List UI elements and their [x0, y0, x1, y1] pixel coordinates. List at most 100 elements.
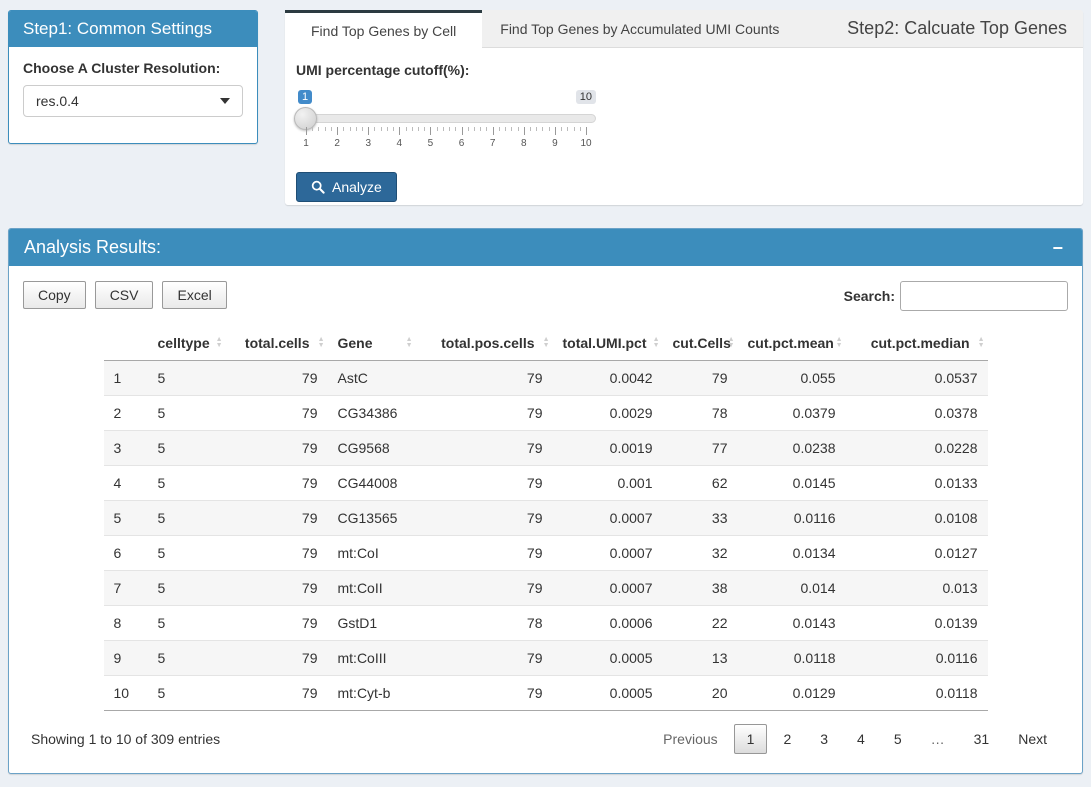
slider-minor-tick — [542, 127, 544, 131]
row-number-cell: 2 — [103, 395, 148, 431]
cell-total.pos.cells: 78 — [415, 605, 553, 641]
column-header-total.pos.cells[interactable]: total.pos.cells ▲ ▼ — [415, 326, 553, 361]
cluster-resolution-select[interactable]: res.0.4 — [23, 85, 243, 117]
cell-total.UMI.pct: 0.0005 — [552, 640, 663, 676]
excel-button[interactable]: Excel — [162, 281, 227, 309]
column-header-cut.Cells[interactable]: cut.Cells ▲ ▼ — [662, 326, 738, 361]
sort-icon[interactable]: ▲ ▼ — [977, 336, 985, 349]
pagination-next[interactable]: Next — [1018, 731, 1047, 747]
column-header-cut.pct.mean[interactable]: cut.pct.mean ▲ ▼ — [737, 326, 846, 361]
pagination-page-2[interactable]: 2 — [783, 731, 792, 747]
cell-total.pos.cells: 79 — [526, 370, 543, 386]
column-header-label: cut.pct.median — [870, 335, 970, 351]
slider-minor-tick — [536, 127, 538, 131]
pagination-page-4[interactable]: 4 — [857, 731, 865, 747]
slider-minor-tick — [324, 127, 326, 131]
cell-cut.pct.median: 0.0108 — [845, 500, 988, 536]
cell-total.cells: 79 — [225, 500, 328, 536]
slider-major-tick — [586, 127, 587, 135]
search-icon — [311, 180, 325, 194]
cell-cut.pct.mean: 0.0143 — [737, 605, 846, 641]
tab-find-top-genes-by-umi-counts[interactable]: Find Top Genes by Accumulated UMI Counts — [500, 20, 780, 37]
collapse-button[interactable]: − — [1048, 239, 1067, 257]
cell-total.cells: 79 — [225, 465, 328, 501]
column-header-total.cells[interactable]: total.cells ▲ ▼ — [225, 326, 328, 361]
sort-icon[interactable]: ▲ ▼ — [542, 336, 550, 349]
cell-celltype: 5 — [147, 640, 226, 676]
slider-minor-tick — [530, 127, 531, 131]
slider-major-tick — [337, 127, 339, 135]
umi-cutoff-slider[interactable]: 1 10 1 2 3 4 5 6 7 8 9 10 — [294, 90, 596, 154]
cell-total.UMI.pct: 0.001 — [552, 465, 663, 501]
cell-cut.pct.median: 0.0228 — [845, 430, 988, 466]
cell-celltype: 5 — [147, 500, 226, 536]
pagination-page-5[interactable]: 5 — [893, 731, 902, 747]
slider-major-tick — [399, 127, 401, 135]
cell-cut.pct.mean: 0.0129 — [737, 675, 846, 711]
slider-track[interactable] — [294, 107, 596, 130]
search-input[interactable] — [900, 281, 1068, 311]
table-row[interactable]: 8 5 79 GstD1 78 0.0006 22 0.0143 0.0139 — [103, 605, 988, 641]
cell-total.pos.cells: 79 — [415, 640, 553, 676]
cell-cut.pct.mean: 0.0118 — [737, 640, 846, 676]
table-row[interactable]: 2 5 79 CG34386 79 0.0029 78 0.0379 0.0378 — [103, 395, 988, 431]
pagination-page-3[interactable]: 3 — [820, 731, 829, 747]
slider-major-tick — [554, 127, 556, 135]
column-header-cut.pct.median[interactable]: cut.pct.median ▲ ▼ — [845, 326, 988, 361]
table-row[interactable]: 10 5 79 mt:Cyt-b 79 0.0005 20 0.0129 0.0118 — [103, 675, 988, 711]
pagination-ellipsis: … — [930, 731, 945, 747]
sort-icon[interactable]: ▲ ▼ — [727, 336, 735, 349]
slider-tick-label: 3 — [365, 138, 371, 149]
table-row[interactable]: 4 5 79 CG44008 79 0.001 62 0.0145 0.0133 — [103, 465, 988, 501]
slider-minor-tick — [349, 127, 351, 131]
slider-minor-tick — [467, 127, 469, 131]
copy-button[interactable]: Copy — [23, 281, 86, 309]
slider-grid: 1 2 3 4 5 6 7 8 9 10 — [303, 127, 592, 151]
column-header-Gene[interactable]: Gene ▲ ▼ — [327, 326, 416, 361]
slider-major-tick — [306, 127, 307, 135]
slider-handle[interactable] — [294, 107, 317, 130]
cell-total.cells: 79 — [225, 430, 328, 466]
table-row[interactable]: 1 5 79 AstC 79 0.0042 79 0.055 0.0537 — [103, 360, 988, 396]
search-label: Search: — [843, 288, 895, 304]
cell-Gene: mt:CoII — [327, 570, 416, 606]
table-row[interactable]: 6 5 79 mt:CoI 79 0.0007 32 0.0134 0.0127 — [103, 535, 988, 571]
column-header-celltype[interactable]: celltype ▲ ▼ — [147, 326, 226, 361]
csv-button[interactable]: CSV — [94, 281, 154, 309]
slider-major-tick — [492, 127, 494, 135]
sort-icon[interactable]: ▲ ▼ — [652, 336, 660, 349]
sort-icon[interactable]: ▲ ▼ — [215, 336, 223, 349]
row-number-cell: 1 — [113, 370, 122, 386]
cell-total.UMI.pct: 0.0007 — [552, 535, 663, 571]
cell-celltype: 5 — [157, 370, 166, 386]
table-row[interactable]: 7 5 79 mt:CoII 79 0.0007 38 0.014 0.013 — [103, 570, 988, 606]
pagination-previous[interactable]: Previous — [663, 731, 718, 747]
pagination-page-31[interactable]: 31 — [973, 731, 990, 747]
slider-minor-tick — [386, 127, 388, 131]
cell-cut.pct.median: 0.0127 — [845, 535, 988, 571]
sort-icon[interactable]: ▲ ▼ — [835, 336, 843, 349]
column-header-total.UMI.pct[interactable]: total.UMI.pct ▲ ▼ — [552, 326, 663, 361]
cell-cut.Cells: 62 — [662, 465, 738, 501]
table-row[interactable]: 3 5 79 CG9568 79 0.0019 77 0.0238 0.0228 — [103, 430, 988, 466]
cell-cut.pct.mean: 0.0116 — [737, 500, 846, 536]
slider-minor-tick — [511, 127, 513, 131]
results-table: celltype ▲ ▼ total.cells ▲ ▼ Gene ▲ ▼ total.pos.c… — [103, 326, 988, 711]
sort-icon[interactable]: ▲ ▼ — [317, 336, 325, 349]
cell-Gene: mt:CoIII — [327, 640, 416, 676]
slider-minor-tick — [411, 127, 413, 131]
pagination-page-1[interactable]: 1 — [733, 724, 768, 754]
row-number-cell: 7 — [103, 570, 148, 606]
cell-total.cells: 79 — [301, 370, 318, 386]
table-row[interactable]: 9 5 79 mt:CoIII 79 0.0005 13 0.0118 0.0116 — [103, 640, 988, 676]
slider-major-tick — [461, 127, 463, 135]
sort-icon[interactable]: ▲ ▼ — [405, 336, 413, 349]
analyze-button[interactable]: Analyze — [296, 172, 397, 202]
cell-Gene: CG13565 — [327, 500, 416, 536]
slider-tick-label: 9 — [552, 138, 558, 149]
table-row[interactable]: 5 5 79 CG13565 79 0.0007 33 0.0116 0.0108 — [103, 500, 988, 536]
tab-find-top-genes-by-cell[interactable]: Find Top Genes by Cell — [285, 10, 483, 48]
cell-celltype: 5 — [147, 570, 226, 606]
cell-cut.Cells: 22 — [662, 605, 738, 641]
